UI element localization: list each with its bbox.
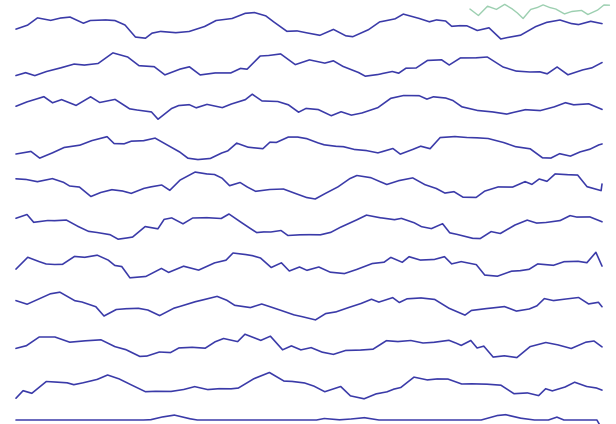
wave-line bbox=[15, 171, 603, 200]
wave-line bbox=[15, 371, 603, 400]
wave-line bbox=[15, 251, 603, 279]
wave-line bbox=[15, 52, 603, 77]
wave-line bbox=[15, 213, 603, 240]
wave-line bbox=[15, 333, 603, 359]
faint-wave-line bbox=[469, 3, 611, 20]
wave-line bbox=[15, 135, 603, 161]
wave-line-layer bbox=[15, 11, 603, 424]
wave-line bbox=[15, 93, 603, 120]
wave-line bbox=[15, 291, 603, 321]
wave-line bbox=[15, 11, 603, 40]
wave-line bbox=[15, 413, 601, 424]
faint-wave-layer bbox=[469, 3, 611, 20]
